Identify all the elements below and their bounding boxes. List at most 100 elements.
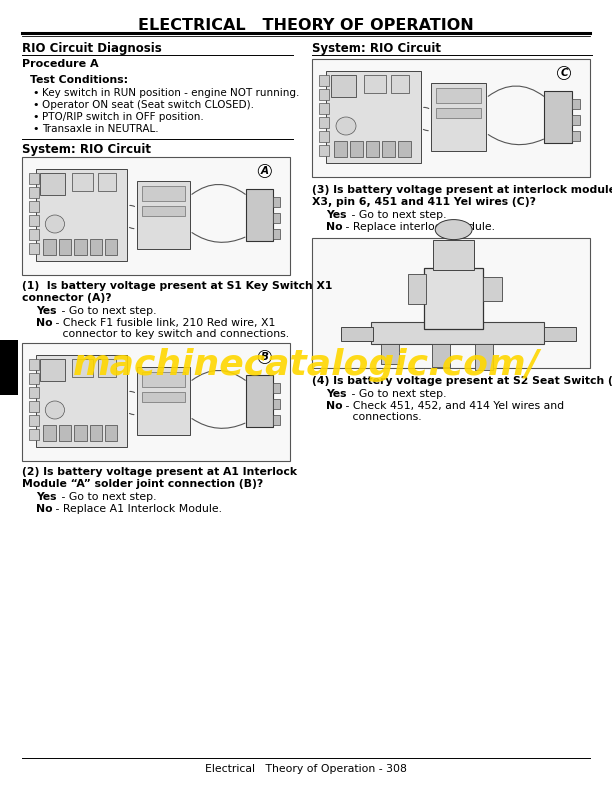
Bar (424, 268, 483, 329)
Bar (341, 327, 373, 341)
Text: System: RIO Circuit: System: RIO Circuit (22, 143, 151, 156)
Text: - Check F1 fusible link, 210 Red wire, X1: - Check F1 fusible link, 210 Red wire, X… (52, 318, 275, 328)
Text: - Check 451, 452, and 414 Yel wires and: - Check 451, 452, and 414 Yel wires and (342, 401, 564, 411)
Bar (89, 239, 102, 255)
Bar (326, 71, 421, 163)
Bar (29, 401, 39, 412)
Bar (572, 115, 580, 125)
Bar (350, 141, 363, 157)
Bar (29, 429, 39, 440)
Bar (35, 169, 127, 261)
Text: - Go to next step.: - Go to next step. (348, 210, 447, 220)
Ellipse shape (435, 219, 472, 240)
Bar (544, 91, 572, 143)
Bar (272, 415, 280, 425)
Text: System: RIO Circuit: System: RIO Circuit (312, 42, 441, 55)
Bar (245, 189, 272, 241)
Text: - Replace A1 Interlock Module.: - Replace A1 Interlock Module. (52, 504, 222, 514)
Bar (245, 375, 272, 427)
Bar (43, 239, 56, 255)
Bar (0, 340, 18, 395)
Text: connector to key switch and connections.: connector to key switch and connections. (52, 329, 289, 339)
Bar (331, 75, 356, 97)
Text: Procedure A: Procedure A (22, 59, 99, 69)
Bar (40, 359, 64, 381)
Text: •: • (32, 100, 39, 110)
Bar (319, 103, 329, 114)
Text: •: • (32, 124, 39, 134)
Text: - Go to next step.: - Go to next step. (58, 306, 157, 316)
Text: Yes: Yes (36, 306, 56, 316)
Bar (22, 343, 290, 461)
Text: Electrical   Theory of Operation - 308: Electrical Theory of Operation - 308 (205, 764, 407, 774)
Bar (29, 229, 39, 240)
Bar (29, 243, 39, 254)
Text: connections.: connections. (342, 412, 422, 422)
Bar (141, 206, 185, 216)
Bar (22, 157, 290, 275)
Bar (431, 344, 450, 367)
Bar (319, 145, 329, 156)
Text: No: No (326, 401, 343, 411)
Bar (141, 372, 185, 387)
Text: connector (A)?: connector (A)? (22, 293, 111, 303)
Bar (29, 387, 39, 398)
Bar (334, 141, 347, 157)
Bar (74, 239, 87, 255)
Text: (4) Is battery voltage present at S2 Seat Switch (D)?: (4) Is battery voltage present at S2 Sea… (312, 376, 612, 386)
Bar (72, 173, 94, 191)
Text: RIO Circuit Diagnosis: RIO Circuit Diagnosis (22, 42, 162, 55)
Bar (483, 277, 502, 301)
Text: machinecatalogic.com/: machinecatalogic.com/ (73, 348, 539, 382)
Text: C: C (560, 68, 568, 78)
Text: B: B (261, 352, 269, 362)
Bar (382, 141, 395, 157)
Bar (29, 187, 39, 198)
Bar (475, 344, 493, 370)
Text: Key switch in RUN position - engine NOT running.: Key switch in RUN position - engine NOT … (42, 88, 299, 98)
Bar (312, 238, 590, 368)
Ellipse shape (336, 117, 356, 135)
Bar (74, 425, 87, 441)
Text: Test Conditions:: Test Conditions: (30, 75, 128, 85)
Bar (272, 399, 280, 409)
Text: No: No (36, 504, 53, 514)
Bar (43, 425, 56, 441)
Text: A: A (261, 166, 269, 176)
Text: - Go to next step.: - Go to next step. (58, 492, 157, 502)
Text: Yes: Yes (326, 389, 346, 399)
Bar (272, 229, 280, 239)
Bar (391, 75, 409, 93)
Bar (366, 141, 379, 157)
Bar (98, 359, 116, 377)
Text: Module “A” solder joint connection (B)?: Module “A” solder joint connection (B)? (22, 479, 263, 489)
Text: - Go to next step.: - Go to next step. (348, 389, 447, 399)
Text: •: • (32, 112, 39, 122)
Text: No: No (36, 318, 53, 328)
Bar (29, 415, 39, 426)
Ellipse shape (45, 401, 64, 419)
Bar (408, 274, 426, 304)
Bar (29, 359, 39, 370)
Text: No: No (326, 222, 343, 232)
Bar (272, 197, 280, 207)
Text: Yes: Yes (36, 492, 56, 502)
Text: Yes: Yes (326, 210, 346, 220)
Bar (59, 239, 71, 255)
Text: (2) Is battery voltage present at A1 Interlock: (2) Is battery voltage present at A1 Int… (22, 467, 297, 477)
Bar (364, 75, 386, 93)
Bar (572, 131, 580, 141)
Text: Transaxle in NEUTRAL.: Transaxle in NEUTRAL. (42, 124, 159, 134)
Text: (3) Is battery voltage present at interlock module: (3) Is battery voltage present at interl… (312, 185, 612, 195)
Text: Operator ON seat (Seat switch CLOSED).: Operator ON seat (Seat switch CLOSED). (42, 100, 254, 110)
Bar (431, 83, 486, 151)
Bar (572, 99, 580, 109)
Ellipse shape (45, 215, 64, 233)
Bar (319, 89, 329, 100)
Bar (29, 215, 39, 226)
Bar (433, 240, 474, 269)
Bar (72, 359, 94, 377)
Bar (29, 201, 39, 212)
Text: (1)  Is battery voltage present at S1 Key Switch X1: (1) Is battery voltage present at S1 Key… (22, 281, 332, 291)
Bar (319, 117, 329, 128)
